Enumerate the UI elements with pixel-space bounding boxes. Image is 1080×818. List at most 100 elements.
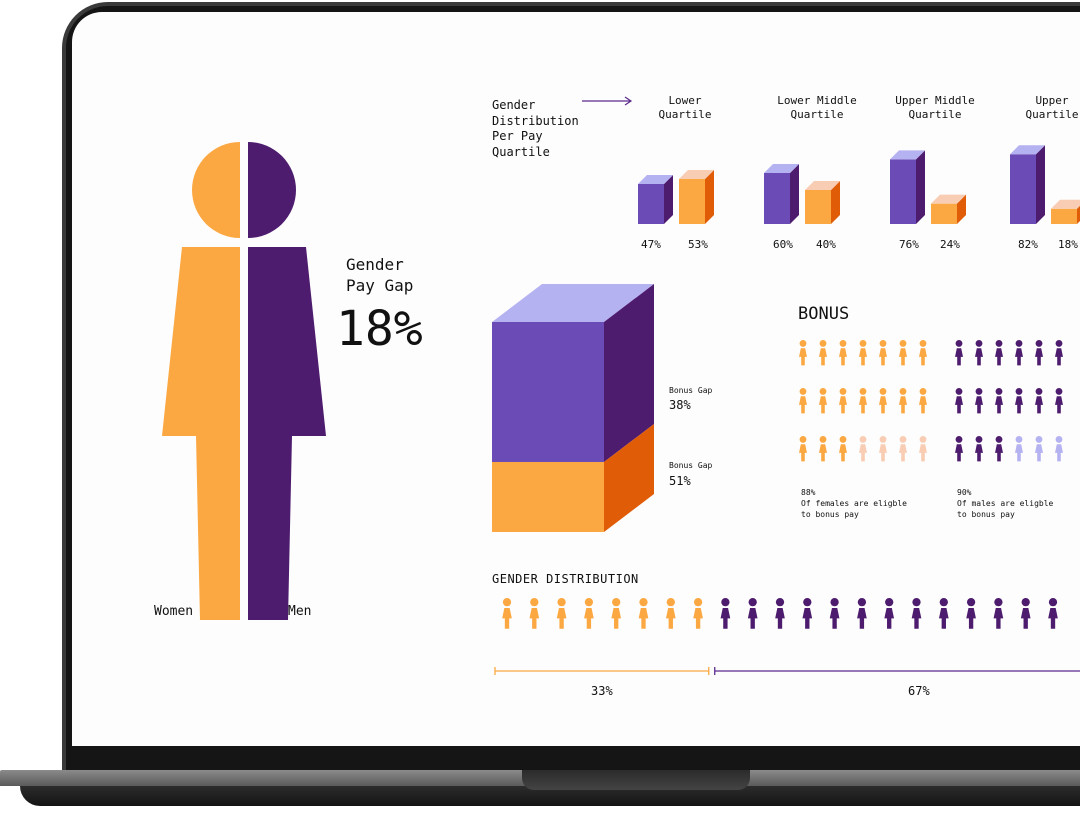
female-person-icon xyxy=(879,340,887,366)
pay-gap-label-line2: Pay Gap xyxy=(346,276,414,295)
female-person-icon xyxy=(859,340,867,366)
bonus-people-grid xyxy=(799,340,1063,462)
laptop-base xyxy=(0,770,1080,818)
laptop-base-bottom xyxy=(20,786,1080,806)
quartile-value-label: 47% xyxy=(641,238,661,251)
male-person-icon xyxy=(1055,436,1063,462)
female-person-icon xyxy=(919,436,927,462)
man-person-icon xyxy=(966,598,976,629)
female-person-icon xyxy=(899,388,907,414)
cube-top-face xyxy=(492,284,654,322)
man-person-icon xyxy=(829,598,840,629)
distribution-people-row xyxy=(494,598,1080,675)
quartile-bar-men xyxy=(805,181,840,224)
male-person-icon xyxy=(995,436,1003,462)
arrow-right-icon xyxy=(582,96,633,106)
quartile-label-line: Quartile xyxy=(790,107,844,121)
male-person-icon xyxy=(955,340,963,366)
man-person-icon xyxy=(938,598,949,629)
male-person-icon xyxy=(1055,388,1063,414)
quartile-label-line: Lower xyxy=(668,94,702,107)
woman-person-icon xyxy=(502,598,512,629)
pay-gap-label-line1: Gender xyxy=(346,255,404,274)
distribution-men-pct: 67% xyxy=(908,684,930,698)
female-person-icon xyxy=(819,388,827,414)
distribution-women-pct: 33% xyxy=(591,684,613,698)
quartile-value-label: 53% xyxy=(688,238,708,251)
female-person-icon xyxy=(899,340,907,366)
quartile-value-label: 18% xyxy=(1058,238,1078,251)
quartile-label-line: Upper xyxy=(1035,94,1069,107)
pay-gap-value: 18% xyxy=(336,301,423,357)
female-person-icon xyxy=(819,340,827,366)
man-person-icon xyxy=(857,598,867,629)
quartile-label-line: Quartile xyxy=(908,107,962,121)
quartile-value-label: 60% xyxy=(773,238,793,251)
pay-gap-label: Gender Pay Gap xyxy=(346,254,413,296)
quartile-heading-line: Gender xyxy=(492,98,536,112)
female-bonus-pct: 88% xyxy=(801,488,816,497)
female-person-icon xyxy=(879,436,887,462)
female-person-icon xyxy=(859,388,867,414)
figure-women-head xyxy=(192,142,240,238)
female-person-icon xyxy=(799,436,807,462)
quartile-label-line: Lower Middle xyxy=(777,94,857,107)
quartile-value-label: 82% xyxy=(1018,238,1038,251)
man-person-icon xyxy=(993,598,1004,629)
male-person-icon xyxy=(975,340,983,366)
quartile-label-line: Quartile xyxy=(1025,107,1079,121)
bonus-gap-cube xyxy=(492,284,654,532)
male-person-icon xyxy=(1035,388,1043,414)
gender-figure xyxy=(162,142,326,620)
man-person-icon xyxy=(747,598,758,629)
female-person-icon xyxy=(799,388,807,414)
women-range-line xyxy=(494,667,710,675)
figure-men-head xyxy=(248,142,296,238)
bonus-gap-top-label: Bonus Gap xyxy=(669,386,713,395)
man-person-icon xyxy=(1048,598,1058,629)
bonus-gap-top-value: 38% xyxy=(669,398,691,412)
quartile-heading-line: Per Pay xyxy=(492,129,543,143)
quartile-bar-men xyxy=(1051,199,1080,224)
male-person-icon xyxy=(995,388,1003,414)
male-person-icon xyxy=(975,388,983,414)
cube-men-front xyxy=(492,322,604,462)
male-person-icon xyxy=(1015,436,1023,462)
cube-women-side xyxy=(604,424,654,532)
woman-person-icon xyxy=(611,598,622,629)
quartile-value-label: 40% xyxy=(816,238,836,251)
quartile-bar-women xyxy=(890,150,925,224)
male-bonus-text: Of males are eligble xyxy=(957,499,1054,508)
female-person-icon xyxy=(839,436,847,462)
man-person-icon xyxy=(720,598,731,629)
male-bonus-note: 90% Of males are eligble to bonus pay xyxy=(957,487,1053,520)
female-person-icon xyxy=(839,388,847,414)
quartile-label-upper-middle: Upper Middle Quartile xyxy=(880,94,990,121)
male-bonus-pct: 90% xyxy=(957,488,972,497)
female-bonus-text: to bonus pay xyxy=(801,510,859,519)
quartile-heading-line: Distribution xyxy=(492,113,579,128)
cube-women-front xyxy=(492,462,604,532)
bonus-gap-bottom-value: 51% xyxy=(669,474,691,488)
quartile-value-label: 24% xyxy=(940,238,960,251)
quartile-label-lower-middle: Lower Middle Quartile xyxy=(762,94,872,121)
male-person-icon xyxy=(955,388,963,414)
woman-person-icon xyxy=(638,598,649,629)
quartile-bar-women xyxy=(1010,145,1045,224)
men-range-line xyxy=(714,667,1080,675)
male-person-icon xyxy=(975,436,983,462)
male-person-icon xyxy=(1035,436,1043,462)
male-bonus-text: to bonus pay xyxy=(957,510,1015,519)
quartile-heading-line: Quartile xyxy=(492,144,550,159)
male-person-icon xyxy=(1015,340,1023,366)
woman-person-icon xyxy=(584,598,594,629)
quartile-labels: Lower Quartile Lower Middle Quartile Upp… xyxy=(632,92,1080,252)
quartile-bar-women xyxy=(638,175,673,224)
women-label: Women xyxy=(154,604,194,619)
woman-person-icon xyxy=(529,598,540,629)
female-person-icon xyxy=(919,340,927,366)
woman-person-icon xyxy=(693,598,703,629)
female-bonus-note: 88% Of females are eligble to bonus pay xyxy=(801,487,907,520)
male-person-icon xyxy=(995,340,1003,366)
female-person-icon xyxy=(879,388,887,414)
